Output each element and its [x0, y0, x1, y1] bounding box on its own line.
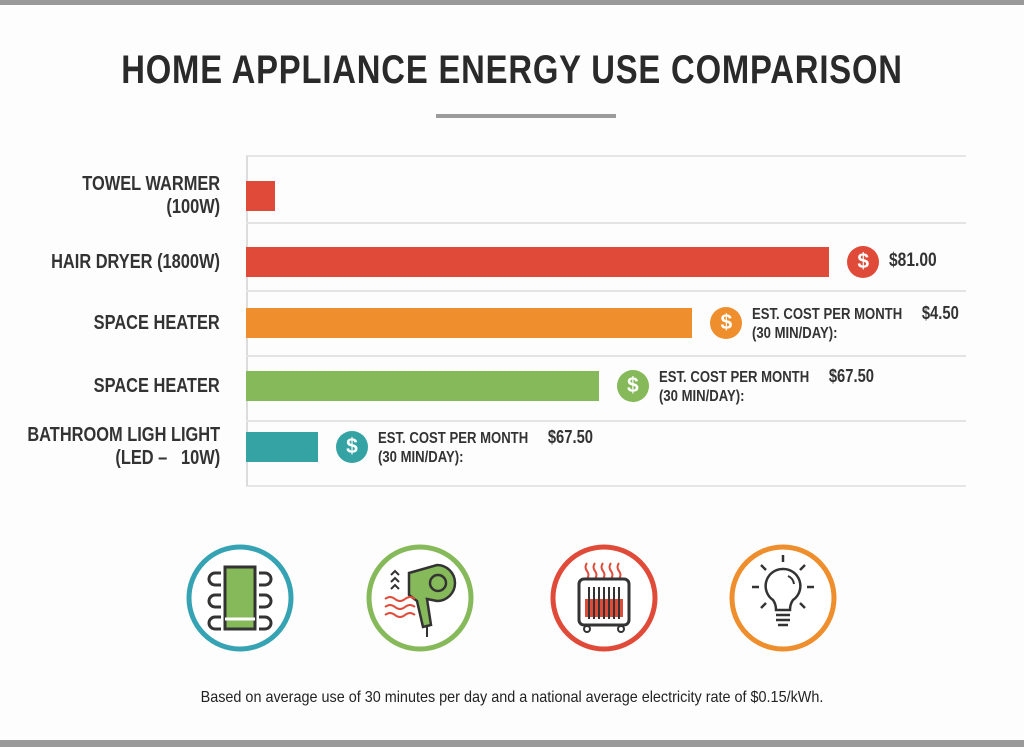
light-bulb-icon [729, 544, 837, 652]
cost-amount: $4.50 [922, 303, 960, 323]
title-underline [436, 114, 616, 118]
category-label: SPACE HEATER [93, 311, 220, 334]
cost-label: EST. COST PER MONTH [378, 430, 529, 447]
category-label: HAIR DRYER (1800W) [51, 250, 220, 273]
cost-annotation: $81.00 [889, 251, 937, 271]
cost-amount: $81.00 [889, 250, 937, 271]
cost-sublabel: (30 MIN/DAY): [658, 388, 745, 405]
cost-amount: $67.50 [547, 427, 593, 447]
cost-amount: $67.50 [828, 366, 874, 386]
cost-label: EST. COST PER MONTH [658, 369, 809, 386]
hair-dryer-icon [366, 544, 474, 652]
dollar-icon: $ [336, 431, 368, 463]
bar [246, 432, 318, 462]
category-label: TOWEL WARMER (100W) [82, 173, 220, 218]
cost-sublabel: (30 MIN/DAY): [752, 325, 838, 342]
dollar-icon: $ [616, 370, 649, 402]
category-label: SPACE HEATER [93, 374, 220, 397]
bottom-border [0, 740, 1024, 747]
space-heater-icon [550, 544, 658, 652]
gridline [246, 355, 966, 357]
bar [246, 371, 599, 401]
cost-annotation: EST. COST PER MONTH $4.50 (30 MIN/DAY): [752, 304, 959, 343]
chart-title: HOME APPLIANCE ENERGY USE COMPARISON [121, 48, 903, 92]
cost-sublabel: (30 MIN/DAY): [378, 449, 464, 466]
gridline [246, 222, 966, 224]
gridline [246, 290, 966, 292]
bar [246, 181, 275, 211]
cost-label: EST. COST PER MONTH [752, 306, 903, 323]
footnote: Based on average use of 30 minutes per d… [200, 689, 824, 706]
bar [246, 308, 693, 338]
top-border [0, 0, 1024, 5]
dollar-icon: $ [847, 246, 880, 278]
gridline [246, 420, 966, 422]
towel-warmer-icon [186, 544, 294, 652]
dollar-icon: $ [710, 307, 743, 339]
bar [246, 247, 830, 277]
category-label: BATHROOM LIGH LIGHT (LED – 10W) [27, 424, 220, 469]
cost-annotation: EST. COST PER MONTH $67.50 (30 MIN/DAY): [378, 428, 593, 467]
cost-annotation: EST. COST PER MONTH $67.50 (30 MIN/DAY): [659, 367, 874, 406]
